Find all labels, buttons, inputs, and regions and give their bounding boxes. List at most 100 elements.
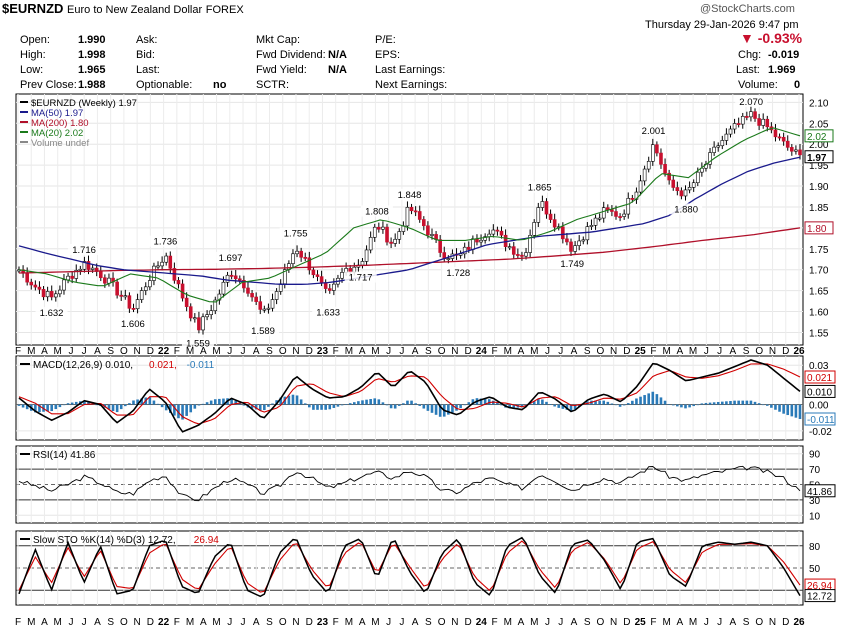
price-label: 1.559 — [186, 339, 210, 350]
macd-hist-bar — [58, 404, 62, 408]
macd-hist-bar — [487, 399, 491, 405]
x-tick-label: N — [769, 346, 776, 357]
candle-body — [471, 238, 475, 250]
macd-hist-bar — [704, 402, 708, 405]
macd-hist-bar — [557, 404, 561, 408]
macd-hist-bar — [181, 404, 184, 420]
macd-hist-bar — [185, 404, 188, 416]
macd-hist-bar — [610, 403, 614, 405]
macd-hist-bar — [115, 404, 119, 413]
macd-hist-bar — [295, 395, 299, 405]
macd-hist-bar — [21, 404, 25, 408]
x-tick-label: M — [54, 617, 62, 628]
price-label-bg — [68, 244, 101, 256]
macd-hist-bar — [279, 397, 282, 405]
value-badge-text: 12.72 — [807, 592, 832, 603]
x-tick-label: J — [68, 617, 73, 628]
macd-hist-bar — [332, 404, 336, 408]
macd-hist-bar — [361, 400, 364, 405]
candle-body — [54, 293, 58, 298]
x-tick-label: J — [704, 617, 709, 628]
x-tick-label: 26 — [793, 346, 805, 357]
price-label: 1.728 — [446, 268, 470, 279]
candle-body — [753, 111, 757, 119]
candle-body — [74, 269, 79, 279]
candles — [17, 105, 802, 335]
macd-hist-bar — [136, 399, 139, 405]
candle-body — [295, 250, 299, 255]
x-tick-label: J — [717, 346, 722, 357]
macd-hist-bar — [124, 404, 127, 407]
macd-hist-bar — [316, 404, 319, 410]
candle-body — [29, 281, 34, 286]
macd-hist-bar — [598, 400, 601, 405]
y-tick-label: 80 — [809, 542, 821, 553]
x-tick-label: M — [371, 346, 379, 357]
candle-body — [794, 149, 798, 152]
price-label-bg — [116, 318, 149, 330]
price-label: 1.606 — [121, 319, 145, 330]
x-tick-label: F — [333, 346, 339, 357]
value-badge — [804, 484, 836, 498]
candle-body — [184, 297, 189, 307]
macd-hist-bar — [676, 404, 679, 407]
y-tick-label: 1.90 — [809, 182, 829, 193]
macd-hist-bar — [287, 395, 291, 405]
x-tick-label: A — [94, 617, 101, 628]
candle-body — [70, 275, 74, 279]
macd-hist-bar — [594, 400, 597, 405]
macd-hist-bar — [483, 398, 487, 405]
value-badge — [804, 150, 834, 164]
macd-hist-bar — [152, 400, 156, 405]
candle-body — [532, 222, 537, 236]
x-tick-label: M — [689, 617, 697, 628]
candle-body — [785, 140, 790, 148]
candle-body — [41, 289, 46, 298]
x-tick-label: O — [597, 617, 605, 628]
candle-body — [233, 275, 238, 280]
candle-body — [413, 210, 418, 213]
macd-hist-bar — [50, 404, 54, 412]
field-pe-label: P/E: — [375, 34, 396, 46]
candle-body — [49, 291, 54, 298]
price-label-bg — [279, 227, 312, 239]
x-tick-label: O — [279, 346, 287, 357]
candle-body — [332, 283, 336, 291]
macd-hist-bar — [66, 403, 70, 405]
brand-logo: @StockCharts.com — [700, 3, 795, 15]
price-label: 2.001 — [642, 126, 666, 137]
macd-hist-bar — [741, 400, 745, 405]
candle-body — [98, 271, 103, 279]
x-tick-label: N — [451, 346, 458, 357]
macd-hist-bar — [471, 399, 475, 405]
price-label-bg — [393, 188, 426, 200]
candle-body — [307, 257, 312, 271]
candle-body — [25, 272, 29, 283]
macd-hist-bar — [451, 404, 454, 413]
macd-hist-bar — [299, 399, 303, 405]
field-fwdyield-label: Fwd Yield: — [256, 64, 307, 76]
x-tick-label: J — [386, 617, 391, 628]
x-tick-label: S — [584, 617, 591, 628]
price-label-bg — [670, 203, 703, 215]
candle-body — [274, 291, 279, 300]
x-tick-label: S — [266, 617, 273, 628]
candle-body — [679, 190, 684, 197]
macd-hist-bar — [267, 404, 270, 407]
candle-body — [176, 280, 181, 285]
x-tick-label: N — [134, 617, 141, 628]
macd-hist-bar — [218, 398, 221, 405]
candle-body — [761, 118, 765, 126]
x-tick-label: N — [610, 617, 617, 628]
macd-hist-bar — [680, 404, 683, 408]
x-tick-label: M — [186, 617, 194, 628]
candle-body — [103, 277, 107, 284]
x-tick-label: J — [227, 346, 232, 357]
macd-hist-bar — [455, 404, 458, 411]
macd-hist-bar — [434, 404, 438, 415]
y-tick-label: 70 — [809, 465, 821, 476]
candle-body — [45, 291, 50, 298]
candle-body — [135, 299, 140, 310]
candle-body — [90, 267, 95, 270]
macd-hist-bar — [46, 404, 49, 412]
